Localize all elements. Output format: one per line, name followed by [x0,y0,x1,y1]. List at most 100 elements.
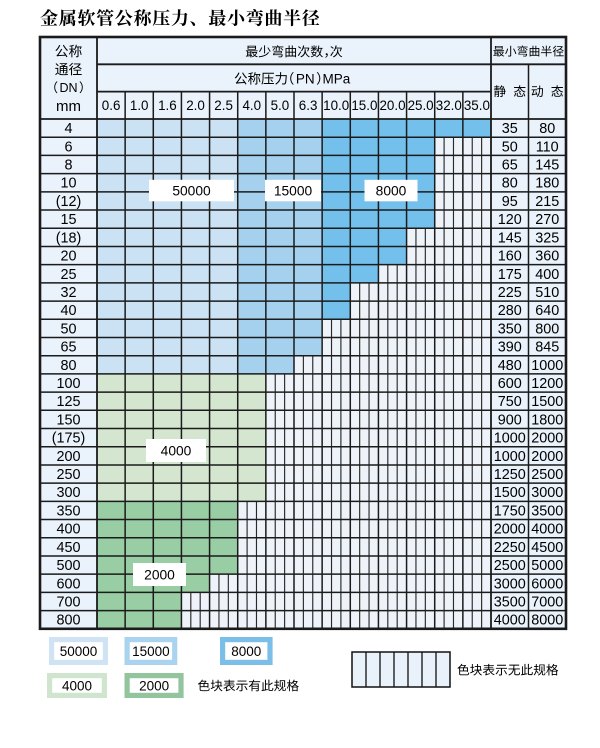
svg-text:400: 400 [535,267,559,283]
svg-text:35.0: 35.0 [464,98,490,113]
svg-text:50000: 50000 [172,183,211,198]
svg-text:40: 40 [60,303,76,319]
svg-text:1200: 1200 [531,376,563,392]
svg-text:32.0: 32.0 [436,98,462,113]
svg-text:1500: 1500 [531,394,563,410]
svg-text:900: 900 [498,412,522,428]
svg-text:65: 65 [502,158,518,174]
svg-text:32: 32 [60,285,76,301]
svg-text:50: 50 [502,139,518,155]
svg-text:2.0: 2.0 [186,98,205,113]
svg-text:4500: 4500 [531,540,563,556]
svg-text:300: 300 [56,485,80,501]
svg-text:15000: 15000 [274,183,313,198]
svg-text:600: 600 [498,376,522,392]
svg-text:15: 15 [60,212,76,228]
svg-text:500: 500 [56,558,80,574]
svg-text:600: 600 [56,576,80,592]
svg-text:5.0: 5.0 [271,98,290,113]
svg-text:6000: 6000 [531,576,563,592]
svg-text:50: 50 [60,321,76,337]
svg-text:480: 480 [498,358,522,374]
svg-text:100: 100 [56,376,80,392]
svg-text:145: 145 [535,158,559,174]
svg-text:1750: 1750 [494,504,526,520]
svg-text:2.5: 2.5 [214,98,233,113]
svg-text:110: 110 [536,139,559,155]
svg-text:325: 325 [535,230,559,246]
svg-text:DN: DN [60,81,78,95]
svg-text:360: 360 [535,249,559,265]
svg-text:1.0: 1.0 [130,98,149,113]
svg-text:1000: 1000 [494,431,526,447]
svg-text:350: 350 [56,504,80,520]
svg-text:2000: 2000 [494,522,526,538]
svg-text:450: 450 [56,540,80,556]
svg-text:4000: 4000 [531,522,563,538]
svg-text:10.0: 10.0 [323,98,349,113]
svg-text:8000: 8000 [376,183,407,198]
svg-text:65: 65 [60,340,76,356]
svg-text:10: 10 [60,176,76,192]
svg-text:175: 175 [498,267,522,283]
svg-text:(175): (175) [52,431,86,447]
svg-text:1.6: 1.6 [158,98,177,113]
svg-text:800: 800 [535,321,559,337]
svg-text:160: 160 [498,249,522,265]
svg-text:20.0: 20.0 [379,98,405,113]
svg-text:mm: mm [56,98,81,115]
svg-text:350: 350 [498,321,522,337]
svg-text:1000: 1000 [531,358,563,374]
svg-text:8: 8 [64,158,72,174]
svg-text:8000: 8000 [231,644,261,659]
svg-text:3000: 3000 [531,485,563,501]
svg-text:270: 270 [535,212,559,228]
svg-text:120: 120 [498,212,522,228]
svg-text:750: 750 [498,394,522,410]
svg-text:280: 280 [498,303,522,319]
svg-text:150: 150 [56,412,80,428]
svg-text:2250: 2250 [494,540,526,556]
svg-text:(18): (18) [56,230,82,246]
svg-text:4000: 4000 [62,678,92,693]
svg-text:95: 95 [502,194,518,210]
svg-text:200: 200 [56,449,80,465]
svg-text:5000: 5000 [531,558,563,574]
svg-text:6: 6 [64,139,72,155]
svg-text:MPa: MPa [323,72,351,87]
svg-text:2000: 2000 [139,678,169,693]
svg-text:4: 4 [64,121,72,137]
svg-text:80: 80 [502,176,518,192]
svg-text:15000: 15000 [132,644,170,659]
svg-text:2000: 2000 [531,449,563,465]
svg-text:(12): (12) [56,194,82,210]
svg-text:20: 20 [60,249,76,265]
svg-text:3500: 3500 [494,595,526,611]
svg-text:7000: 7000 [531,595,563,611]
svg-text:6.3: 6.3 [299,98,318,113]
svg-text:2000: 2000 [531,431,563,447]
svg-text:215: 215 [535,194,559,210]
svg-text:1000: 1000 [494,449,526,465]
svg-text:225: 225 [498,285,522,301]
svg-text:2500: 2500 [494,558,526,574]
svg-text:400: 400 [56,522,80,538]
svg-text:0.6: 0.6 [102,98,121,113]
svg-text:845: 845 [535,340,559,356]
svg-text:8000: 8000 [531,613,563,629]
svg-text:700: 700 [56,595,80,611]
svg-text:4000: 4000 [494,613,526,629]
svg-text:800: 800 [56,613,80,629]
svg-text:15.0: 15.0 [351,98,377,113]
svg-text:1800: 1800 [531,412,563,428]
svg-text:50000: 50000 [60,644,98,659]
svg-text:3000: 3000 [494,576,526,592]
svg-text:4000: 4000 [161,443,192,458]
svg-text:250: 250 [56,467,80,483]
svg-text:510: 510 [535,285,559,301]
svg-text:25: 25 [60,267,76,283]
svg-text:25.0: 25.0 [408,98,434,113]
svg-text:80: 80 [60,358,76,374]
svg-text:35: 35 [502,121,518,137]
svg-text:390: 390 [498,340,522,356]
